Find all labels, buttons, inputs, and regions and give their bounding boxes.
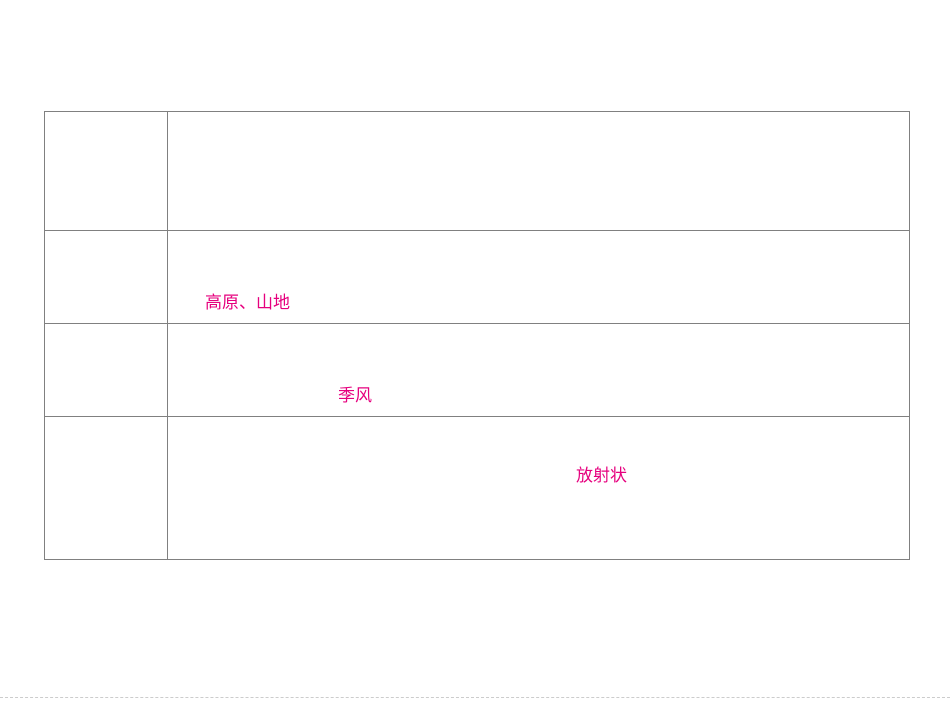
table-cell-left (45, 417, 168, 559)
table-cell-right: 季风 (168, 324, 909, 416)
table-row: 高原、山地 (44, 231, 910, 324)
content-table: 高原、山地 季风 放射状 (44, 111, 910, 560)
table-row (44, 111, 910, 231)
table-row: 放射状 (44, 417, 910, 560)
table-cell-left (45, 112, 168, 230)
highlight-text-radial: 放射状 (576, 461, 627, 486)
highlight-text-terrain: 高原、山地 (205, 288, 290, 313)
table-cell-left (45, 231, 168, 323)
table-cell-right (168, 112, 909, 230)
table-cell-right: 高原、山地 (168, 231, 909, 323)
highlight-text-monsoon: 季风 (338, 381, 372, 406)
table-cell-right: 放射状 (168, 417, 909, 559)
table-cell-left (45, 324, 168, 416)
page-divider (0, 697, 950, 698)
table-row: 季风 (44, 324, 910, 417)
